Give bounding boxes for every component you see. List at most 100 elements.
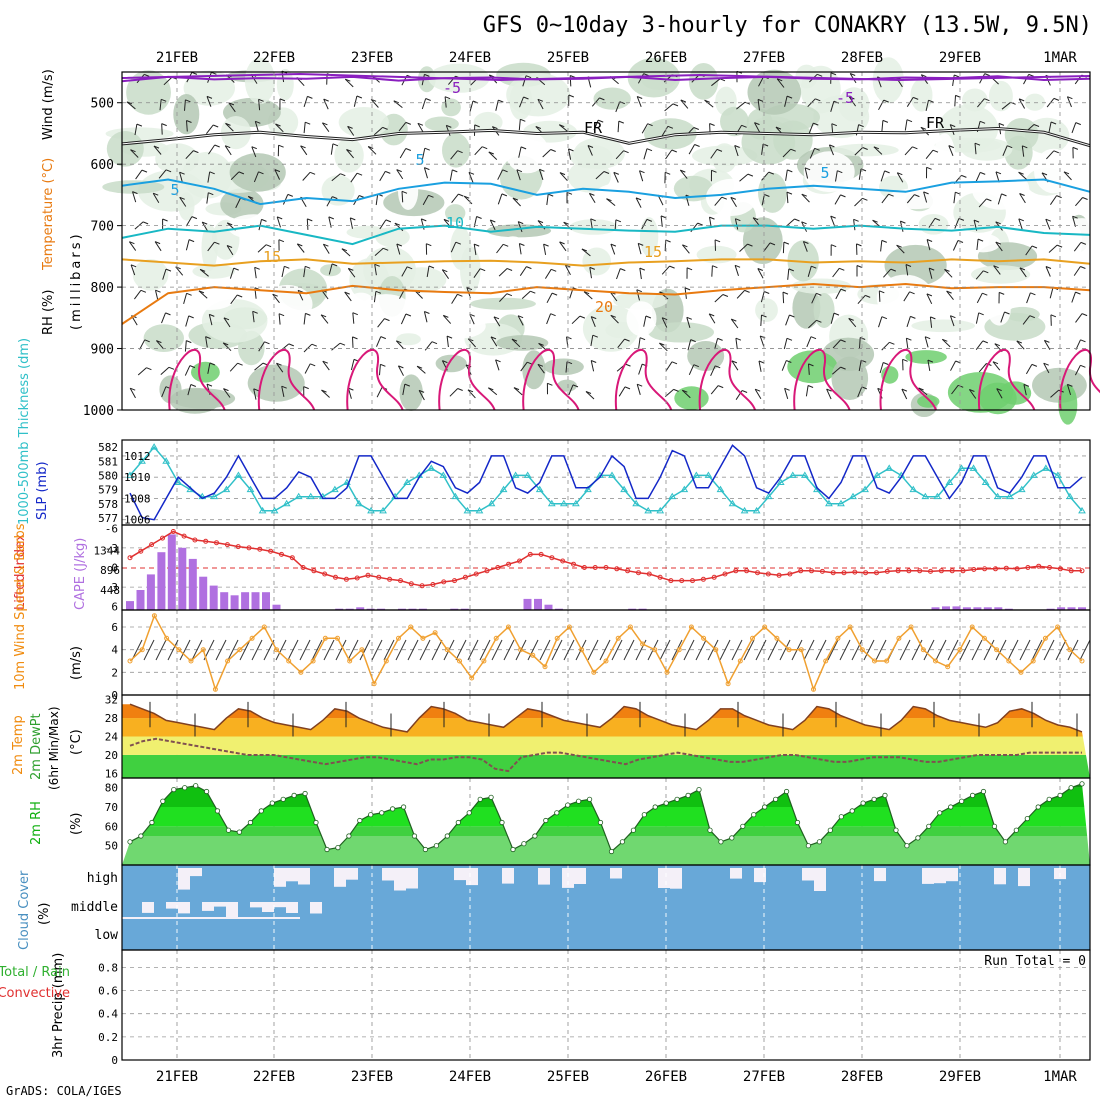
wind-barb-flag — [682, 244, 688, 248]
cape-bar — [952, 606, 961, 610]
wind10m-barb — [719, 639, 731, 661]
wind-barb — [757, 99, 760, 111]
wind-barb-flag — [768, 171, 774, 175]
wind-barb-flag — [126, 101, 133, 105]
lifted-point — [830, 570, 836, 576]
lifted-point — [787, 571, 793, 577]
wind10m-point — [1030, 658, 1036, 664]
wind-barb-flag — [1018, 171, 1024, 175]
wind-barb-flag — [490, 336, 497, 340]
thickness-point — [825, 499, 833, 507]
wind-barb-flag — [186, 120, 192, 123]
cloud-high — [922, 868, 934, 884]
tick-label: 6 — [111, 601, 118, 614]
wind-barb — [517, 315, 524, 326]
wind-barb — [423, 167, 428, 179]
wind-barb-flag — [482, 146, 488, 150]
wind-barb — [331, 173, 341, 182]
wind-barb-flag — [758, 360, 765, 364]
rh2m-point — [389, 806, 396, 812]
wind10m-point — [774, 635, 780, 641]
wind-barb-flag — [297, 243, 303, 247]
wind-barb — [828, 144, 834, 156]
wind10m-point — [359, 647, 365, 653]
wind-barb-flag — [341, 248, 348, 252]
wind-barb-flag — [801, 221, 807, 225]
wind-barb — [757, 268, 764, 279]
wind-barb-flag — [1019, 98, 1025, 102]
thickness-point — [234, 471, 243, 478]
wind-barb-flag — [519, 243, 525, 246]
wind-barb — [781, 360, 787, 371]
wind-barb-flag — [1080, 241, 1087, 245]
wind-barb — [975, 340, 984, 351]
thickness-point — [523, 471, 532, 478]
wind10m-barb — [851, 639, 863, 661]
wind-barb-flag — [598, 119, 604, 123]
lifted-point — [798, 568, 804, 574]
rh-shade — [971, 265, 1031, 284]
rh-shade — [132, 259, 169, 291]
wind10m-barb — [419, 639, 431, 661]
thickness-point — [535, 485, 544, 493]
wind10m-point — [811, 686, 816, 692]
wind10m-point — [688, 624, 694, 630]
wind-barb-flag — [813, 122, 819, 126]
wind-barb — [499, 293, 508, 302]
wind-barb-flag — [490, 219, 496, 223]
rh2m-point — [980, 788, 987, 795]
wind-barb — [537, 364, 545, 374]
cloud-high — [670, 868, 682, 889]
wind-barb-flag — [1067, 383, 1073, 387]
cape-tick-label: 448 — [100, 584, 120, 597]
wind-barb-flag — [840, 366, 846, 370]
wind-barb-flag — [405, 121, 411, 125]
wind-barb — [353, 95, 358, 107]
wind-barb — [402, 384, 406, 396]
wind-barb-flag — [635, 197, 642, 201]
wind10m-point — [1018, 669, 1024, 675]
wind-barb — [802, 241, 808, 252]
wind-barb-flag — [624, 338, 630, 342]
pressure-tick-label: 1000 — [83, 404, 114, 419]
wind-barb-flag — [730, 196, 736, 200]
cloud-level-label: middle — [71, 900, 118, 915]
lifted-point — [149, 542, 155, 548]
wind-barb — [469, 100, 474, 112]
wind-barb — [736, 290, 745, 299]
wind-barb — [518, 119, 521, 131]
wind-barb — [375, 194, 379, 206]
wind10m-barb — [551, 639, 563, 661]
wind-barb-flag — [860, 337, 866, 340]
wind-barb — [1001, 101, 1011, 110]
wind-barb — [1018, 171, 1028, 180]
thickness-point — [559, 499, 568, 507]
lifted-point — [376, 574, 382, 580]
wind-barb — [154, 241, 162, 252]
wind-barb-flag — [881, 316, 888, 320]
x-label-bottom: 27FEB — [743, 1069, 785, 1085]
cape-bar — [272, 604, 281, 610]
wind-barb-flag — [535, 126, 541, 129]
wind-barb-flag — [606, 198, 612, 202]
wind-barb-flag — [179, 171, 185, 175]
thickness-point — [740, 506, 749, 514]
rh-clear — [933, 133, 956, 180]
wind-barb-flag — [368, 146, 374, 149]
thickness-point — [632, 499, 641, 507]
wind-barb — [222, 342, 232, 352]
rh2m-point — [149, 819, 155, 826]
rh2m-point — [543, 817, 549, 824]
wind-barb-flag — [639, 170, 645, 174]
wind10m-point — [493, 635, 499, 641]
wind-barb-flag — [356, 172, 363, 176]
wind-barb-flag — [788, 268, 794, 272]
wind-barb-flag — [288, 343, 294, 347]
wind-barb — [614, 219, 617, 231]
wind-barb-flag — [613, 171, 619, 175]
wind-barb — [546, 292, 553, 304]
wind-barb-flag — [591, 316, 597, 320]
wind-barb — [473, 244, 477, 256]
rh2m-point — [236, 829, 242, 835]
wind-barb-flag — [1075, 122, 1081, 126]
